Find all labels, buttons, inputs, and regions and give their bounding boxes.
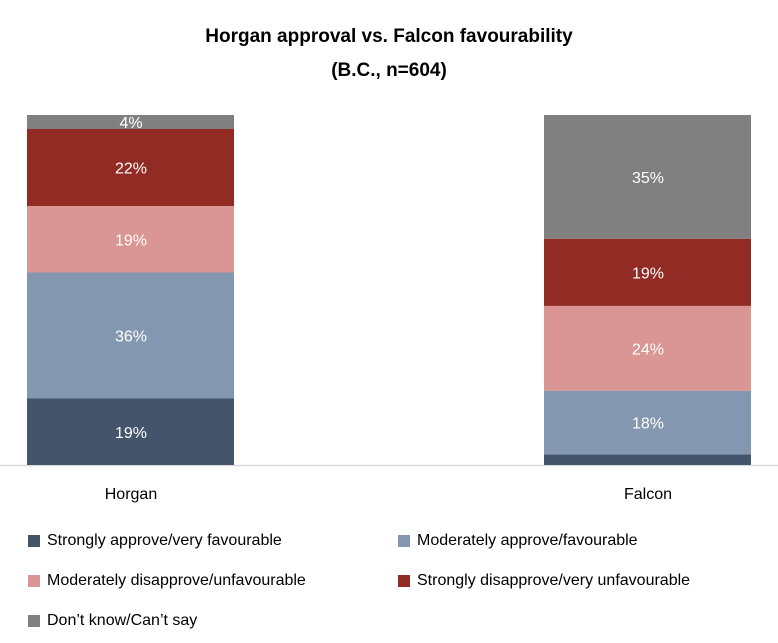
legend-entry-3: Moderately disapprove/unfavourable [28,572,306,590]
legend-swatch [398,575,410,587]
legend-swatch [28,615,40,627]
bar-segment-falcon-3 [544,305,751,391]
data-label: 22% [115,161,147,178]
bar-segment-horgan-2 [27,272,234,399]
data-label: 24% [632,341,664,358]
legend-entry-4: Strongly disapprove/very unfavourable [398,572,690,590]
data-label: 36% [115,329,147,346]
data-label: 19% [115,232,147,249]
legend-swatch [28,575,40,587]
data-label: 19% [115,425,147,442]
bar-segment-falcon-5 [544,115,751,239]
bar-segment-horgan-3 [27,206,234,273]
bar-segment-horgan-4 [27,129,234,206]
legend-label: Strongly disapprove/very unfavourable [417,572,691,589]
chart-title: Horgan approval vs. Falcon favourability [205,26,573,47]
legend-label: Moderately disapprove/unfavourable [47,572,306,589]
chart-subtitle: (B.C., n=604) [331,60,447,81]
x-tick-label-falcon: Falcon [624,486,672,503]
legend-swatch [398,535,410,547]
legend-label: Moderately approve/favourable [417,532,638,549]
legend-entry-2: Moderately approve/favourable [398,532,638,550]
bar-segment-falcon-4 [544,238,751,306]
legend-entry-5: Don’t know/Can’t say [28,612,197,630]
data-label: 19% [632,265,664,282]
bar-segment-falcon-1 [544,454,751,465]
data-label: 18% [632,416,664,433]
bar-segment-horgan-1 [27,398,234,465]
legend-entry-1: Strongly approve/very favourable [28,532,282,550]
legend-swatch [28,535,40,547]
legend-label: Strongly approve/very favourable [47,532,282,549]
bar-segment-falcon-2 [544,390,751,455]
data-label: 35% [632,170,664,187]
bar-segment-horgan-5 [27,115,234,129]
data-label: 4% [119,115,142,132]
legend-label: Don’t know/Can’t say [47,612,198,629]
x-tick-label-horgan: Horgan [105,486,157,503]
